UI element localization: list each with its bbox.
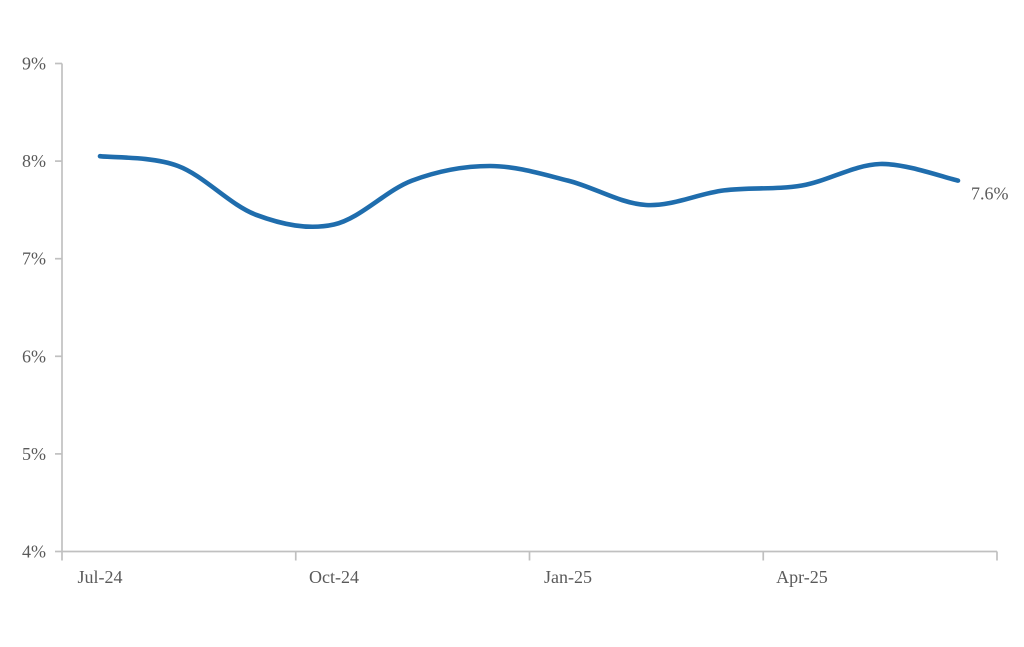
y-axis-label: 5% [22, 444, 46, 464]
x-axis-label: Jul-24 [78, 567, 123, 587]
y-axis-label: 4% [22, 542, 46, 562]
x-axis-label: Jan-25 [544, 567, 592, 587]
last-value-label: 7.6% [971, 184, 1009, 204]
y-axis-label: 6% [22, 346, 46, 366]
series-line [97, 153, 961, 229]
x-axis-label: Oct-24 [309, 567, 359, 587]
y-axis-label: 8% [22, 151, 46, 171]
y-axis-label: 7% [22, 249, 46, 269]
x-axis-label: Apr-25 [776, 567, 828, 587]
y-axis-label: 9% [22, 54, 46, 74]
